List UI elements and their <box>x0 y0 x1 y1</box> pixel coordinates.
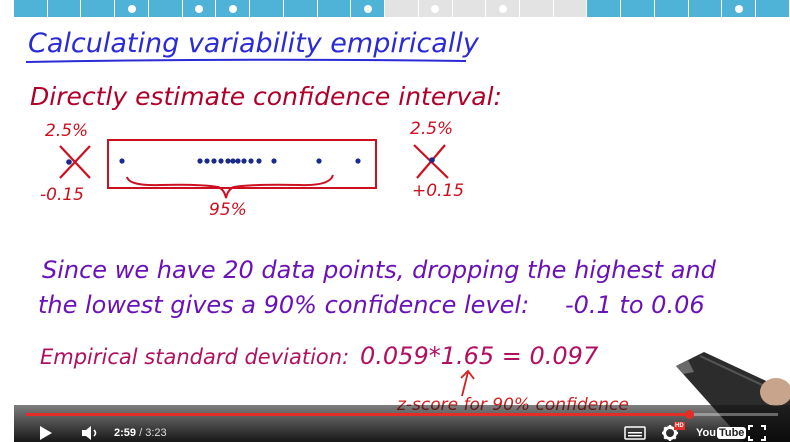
lesson-progress-segment[interactable] <box>250 0 284 17</box>
heading-text: Directly estimate confidence interval: <box>30 82 502 111</box>
data-point <box>248 158 254 164</box>
middle-brace <box>126 174 334 199</box>
quiz-marker-icon <box>228 4 237 13</box>
right-outlier-point <box>429 157 435 163</box>
empirical-sd-label: Empirical standard deviation: <box>40 345 349 369</box>
quiz-marker-icon <box>195 4 204 13</box>
explanation-line-2: the lowest gives a 90% confidence level: <box>38 291 529 319</box>
lesson-progress-segment[interactable] <box>418 0 453 17</box>
lesson-progress-segment[interactable] <box>317 0 352 17</box>
volume-icon[interactable] <box>80 425 102 441</box>
settings-button[interactable]: HD <box>661 422 685 442</box>
lesson-progress-segment[interactable] <box>216 0 251 17</box>
logo-tube: Tube <box>716 427 747 439</box>
left-outlier-point <box>66 159 72 165</box>
video-control-bar: 2:59 / 3:23 HD You Tube <box>14 405 790 442</box>
data-point <box>211 158 217 164</box>
right-tail-percent: 2.5% <box>410 119 453 139</box>
time-separator: / <box>136 427 146 439</box>
lesson-progress-segment[interactable] <box>587 0 622 17</box>
data-point <box>241 158 247 164</box>
title-underline <box>25 58 467 63</box>
quiz-marker-icon <box>363 4 372 13</box>
explanation-line-1: Since we have 20 data points, dropping t… <box>42 256 717 284</box>
data-points <box>119 158 361 164</box>
lesson-progress-segment[interactable] <box>553 0 588 17</box>
whiteboard-title: Calculating variability empirically <box>28 28 480 59</box>
lesson-progress-segment[interactable] <box>351 0 386 17</box>
lesson-progress-segment[interactable] <box>182 0 217 17</box>
middle-interval-box <box>107 139 377 189</box>
play-icon[interactable] <box>40 426 52 440</box>
data-point <box>204 158 210 164</box>
confidence-range: -0.1 to 0.06 <box>565 291 705 319</box>
lesson-progress-segment[interactable] <box>385 0 419 17</box>
data-point <box>316 158 322 164</box>
left-tail-bound: -0.15 <box>40 185 84 205</box>
left-tail-cross <box>59 145 91 179</box>
lesson-progress-segment[interactable] <box>621 0 655 17</box>
gear-icon <box>662 425 678 441</box>
logo-you: You <box>696 427 716 439</box>
data-point <box>256 158 262 164</box>
quiz-marker-icon <box>734 4 743 13</box>
seek-bar-played <box>26 413 690 416</box>
captions-icon[interactable] <box>624 426 646 440</box>
youtube-logo[interactable]: You Tube <box>696 427 747 439</box>
data-point <box>355 158 361 164</box>
seek-bar[interactable] <box>26 410 778 419</box>
data-point <box>119 158 125 164</box>
lesson-progress-segment[interactable] <box>283 0 318 17</box>
time-total: 3:23 <box>145 427 167 439</box>
z-score-arrow <box>460 369 475 397</box>
seek-handle[interactable] <box>685 410 695 419</box>
fullscreen-icon[interactable] <box>748 425 766 441</box>
quiz-marker-icon <box>431 4 440 13</box>
lesson-progress-segment[interactable] <box>452 0 487 17</box>
lesson-progress-bar[interactable] <box>14 0 790 17</box>
data-point <box>225 158 231 164</box>
lesson-progress-segment[interactable] <box>654 0 689 17</box>
lesson-progress-segment[interactable] <box>520 0 554 17</box>
left-tail-percent: 2.5% <box>45 121 88 141</box>
lesson-progress-segment[interactable] <box>81 0 116 17</box>
data-point <box>230 158 236 164</box>
lesson-progress-segment[interactable] <box>148 0 183 17</box>
time-current: 2:59 <box>114 427 137 439</box>
lesson-progress-segment[interactable] <box>486 0 521 17</box>
time-readout: 2:59 / 3:23 <box>114 427 167 439</box>
quiz-marker-icon <box>498 4 507 13</box>
lesson-progress-segment[interactable] <box>756 0 790 17</box>
quiz-marker-icon <box>127 4 136 13</box>
hd-badge: HD <box>674 422 685 430</box>
empirical-sd-formula: 0.059*1.65 = 0.097 <box>360 342 599 370</box>
data-point <box>218 158 224 164</box>
data-point <box>271 158 277 164</box>
data-point <box>235 158 241 164</box>
lesson-progress-segment[interactable] <box>47 0 82 17</box>
lesson-progress-segment[interactable] <box>115 0 149 17</box>
lesson-progress-segment[interactable] <box>688 0 723 17</box>
data-point <box>197 158 203 164</box>
middle-percent: 95% <box>209 200 247 220</box>
lesson-progress-segment[interactable] <box>722 0 757 17</box>
right-tail-bound: +0.15 <box>412 181 464 201</box>
lesson-progress-segment[interactable] <box>14 0 48 17</box>
